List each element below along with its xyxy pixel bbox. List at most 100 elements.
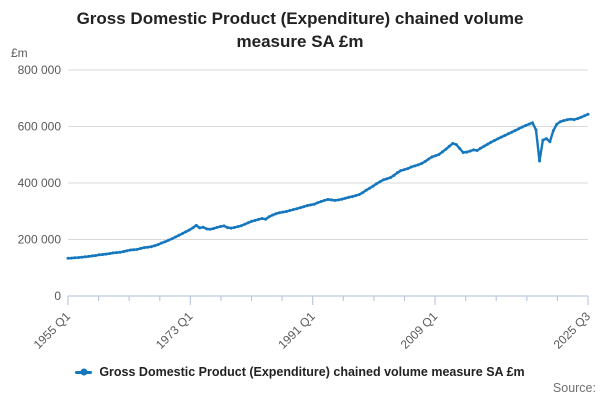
data-point-marker	[278, 211, 281, 215]
data-point-marker	[385, 177, 389, 181]
x-tick-label: 2009 Q1	[398, 309, 441, 352]
legend-item-gdp[interactable]: Gross Domestic Product (Expenditure) cha…	[0, 365, 600, 379]
data-point-marker	[479, 146, 482, 150]
data-point-marker	[420, 162, 424, 165]
data-point-marker	[565, 118, 569, 122]
data-point-marker	[226, 226, 229, 230]
data-point-marker	[375, 182, 378, 186]
data-point-marker	[472, 148, 476, 152]
x-tick-label: 1973 Q1	[153, 309, 196, 352]
data-point-marker	[291, 208, 295, 212]
data-point-marker	[104, 252, 108, 256]
data-point-marker	[222, 224, 226, 228]
data-point-marker	[316, 201, 320, 205]
data-point-marker	[347, 195, 351, 199]
y-tick-label: 600 000	[18, 120, 62, 134]
x-tick-label: 2025 Q3	[551, 309, 594, 352]
x-tick-label: 1991 Q1	[275, 309, 318, 352]
data-point-marker	[440, 150, 444, 154]
data-point-marker	[413, 164, 417, 168]
data-point-marker	[135, 247, 139, 251]
data-point-marker	[309, 203, 313, 207]
data-point-marker	[492, 139, 496, 142]
data-point-marker	[506, 132, 510, 136]
data-point-marker	[357, 193, 361, 197]
data-point-marker	[569, 117, 573, 121]
data-point-marker	[406, 167, 410, 171]
data-point-marker	[76, 256, 80, 260]
gdp-series-line	[66, 112, 590, 260]
data-point-marker	[555, 122, 559, 126]
data-point-marker	[236, 225, 240, 229]
data-point-marker	[215, 225, 219, 229]
gdp-line-chart: 0 200 000 400 000 600 000 800 000 1955 Q1 1973…	[18, 63, 594, 352]
data-point-marker	[468, 149, 472, 153]
data-point-marker	[66, 256, 70, 260]
data-point-marker	[305, 204, 309, 208]
data-point-marker	[295, 207, 299, 211]
data-point-marker	[260, 217, 264, 220]
data-point-marker	[194, 223, 198, 227]
data-point-marker	[146, 245, 150, 249]
data-point-marker	[160, 241, 164, 245]
data-point-marker	[583, 114, 586, 118]
data-point-marker	[524, 124, 528, 127]
data-point-marker	[336, 198, 340, 202]
data-point-marker	[538, 159, 541, 163]
data-point-marker	[343, 196, 347, 200]
data-point-marker	[579, 115, 583, 119]
data-point-marker	[486, 142, 489, 146]
data-point-marker	[177, 233, 181, 237]
data-point-marker	[111, 251, 115, 255]
data-point-marker	[180, 232, 184, 236]
data-point-marker	[354, 194, 358, 198]
data-point-marker	[70, 256, 73, 260]
data-point-marker	[267, 215, 271, 219]
data-point-marker	[423, 160, 427, 163]
data-point-marker	[437, 153, 441, 156]
data-point-marker	[205, 227, 209, 231]
y-tick-label: 400 000	[18, 176, 62, 190]
data-point-marker	[139, 246, 143, 250]
data-point-marker	[461, 151, 465, 154]
data-point-marker	[142, 246, 146, 250]
data-point-marker	[340, 197, 344, 201]
source-label: Source:	[552, 381, 596, 395]
data-point-marker	[402, 168, 406, 172]
data-point-marker	[208, 227, 212, 231]
data-point-marker	[513, 129, 517, 132]
data-point-marker	[572, 118, 576, 122]
data-point-marker	[302, 205, 306, 209]
data-point-marker	[108, 252, 112, 256]
data-point-marker	[558, 120, 562, 124]
data-point-marker	[101, 253, 105, 256]
data-point-marker	[562, 119, 566, 123]
data-point-marker	[243, 222, 247, 226]
data-point-marker	[229, 226, 233, 230]
data-point-marker	[447, 144, 451, 148]
data-point-marker	[499, 135, 503, 139]
data-point-marker	[170, 237, 174, 241]
data-point-marker	[458, 147, 462, 150]
data-point-marker	[541, 138, 545, 142]
data-point-marker	[298, 206, 302, 210]
data-point-marker	[378, 180, 382, 184]
data-point-marker	[395, 171, 399, 175]
data-point-marker	[239, 224, 243, 228]
data-point-marker	[444, 147, 448, 151]
data-point-marker	[264, 217, 268, 221]
y-tick-label: 0	[54, 289, 61, 303]
data-point-marker	[517, 127, 521, 131]
y-tick-label: 200 000	[18, 233, 62, 247]
data-point-marker	[503, 134, 507, 137]
data-point-marker	[409, 165, 413, 169]
legend-label: Gross Domestic Product (Expenditure) cha…	[99, 365, 525, 379]
data-point-marker	[399, 169, 403, 173]
data-point-marker	[250, 219, 254, 223]
data-point-marker	[551, 129, 555, 133]
data-point-marker	[90, 254, 94, 258]
data-point-marker	[83, 255, 87, 259]
data-point-marker	[87, 254, 91, 258]
data-point-marker	[527, 122, 531, 126]
